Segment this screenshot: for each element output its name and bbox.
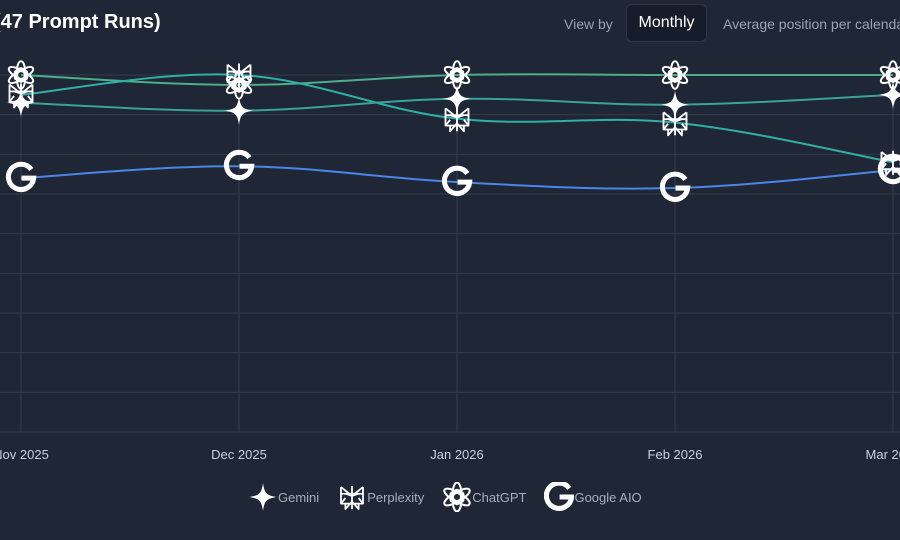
x-axis-ticks: Nov 2025 Dec 2025 Jan 2026 Feb 2026 Mar 2026	[0, 447, 900, 462]
x-tick-label: Dec 2025	[211, 447, 267, 462]
chatgpt-icon	[442, 482, 473, 512]
view-by-select[interactable]: Monthly	[626, 4, 707, 42]
series-line-google-aio	[20, 165, 894, 190]
gemini-icon	[443, 85, 471, 113]
legend-item-perplexity[interactable]: Perplexity	[337, 482, 424, 512]
gemini-icon	[249, 483, 277, 511]
legend-label-perplexity: Perplexity	[367, 489, 425, 505]
perplexity-icon	[340, 485, 365, 510]
legend-label-gemini: Gemini	[278, 489, 320, 505]
chart-legend: Gemini Perplexity ChatGPT Google AIO	[248, 482, 660, 512]
legend-item-google-aio[interactable]: Google AIO	[544, 482, 642, 512]
x-tick-label: Nov 2025	[0, 447, 49, 462]
legend-item-chatgpt[interactable]: ChatGPT	[442, 482, 526, 512]
legend-item-gemini[interactable]: Gemini	[248, 482, 319, 512]
x-tick-label: Mar 2026	[866, 447, 900, 462]
chart-subtitle: Average position per calendar	[723, 16, 900, 32]
chart-title: (47 Prompt Runs)	[0, 11, 161, 33]
x-tick-label: Jan 2026	[430, 447, 484, 462]
google-icon	[544, 482, 574, 512]
series-line-chatgpt	[20, 73, 893, 86]
gemini-icon	[225, 96, 253, 125]
chart-svg: Nov 2025 Dec 2025 Jan 2026 Feb 2026 Mar 2026	[0, 60, 900, 462]
legend-label-chatgpt: ChatGPT	[472, 489, 527, 505]
x-tick-label: Feb 2026	[648, 447, 703, 462]
view-by-label: View by	[564, 16, 613, 32]
legend-label-google-aio: Google AIO	[574, 489, 642, 505]
